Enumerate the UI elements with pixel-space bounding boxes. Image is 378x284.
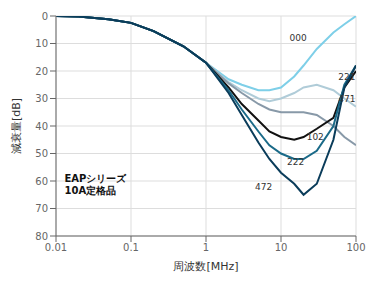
svg-text:60: 60	[35, 176, 48, 187]
svg-text:1: 1	[203, 242, 209, 253]
svg-text:30: 30	[35, 93, 48, 104]
svg-text:10: 10	[35, 38, 48, 49]
svg-text:70: 70	[35, 203, 48, 214]
svg-text:102: 102	[307, 132, 324, 142]
svg-text:472: 472	[255, 182, 272, 192]
svg-text:222: 222	[287, 157, 304, 167]
svg-text:20: 20	[35, 66, 48, 77]
svg-text:10: 10	[275, 242, 288, 253]
svg-text:50: 50	[35, 148, 48, 159]
svg-text:100: 100	[346, 242, 365, 253]
svg-text:0.01: 0.01	[45, 242, 67, 253]
svg-text:221: 221	[338, 72, 355, 82]
svg-text:80: 80	[35, 231, 48, 242]
svg-text:EAPシリーズ10A定格品: EAPシリーズ10A定格品	[65, 173, 128, 196]
svg-text:000: 000	[290, 33, 307, 43]
svg-text:周波数[MHz]: 周波数[MHz]	[173, 260, 238, 273]
svg-text:0: 0	[42, 11, 48, 22]
svg-text:0.1: 0.1	[123, 242, 139, 253]
svg-text:40: 40	[35, 121, 48, 132]
svg-text:減衰量[dB]: 減衰量[dB]	[10, 98, 23, 154]
svg-text:471: 471	[338, 94, 355, 104]
